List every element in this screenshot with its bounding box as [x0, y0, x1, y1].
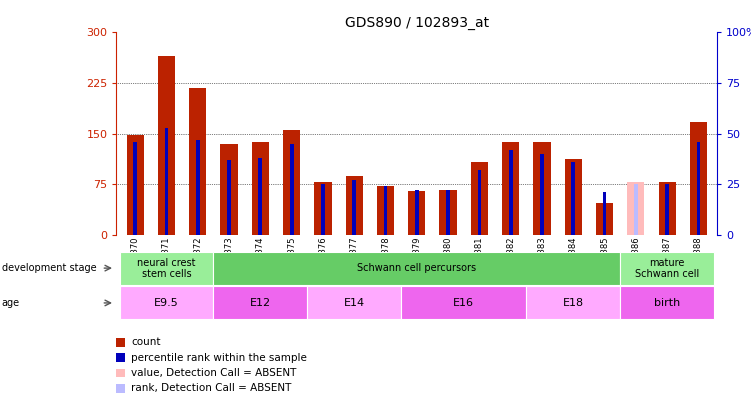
Bar — [134, 142, 137, 235]
Bar — [509, 150, 513, 235]
Bar — [439, 190, 457, 235]
Bar — [164, 128, 168, 235]
Bar — [321, 184, 325, 235]
Bar — [502, 142, 519, 235]
Bar — [603, 192, 607, 235]
Bar — [659, 182, 676, 235]
Bar — [119, 252, 213, 285]
Bar — [471, 162, 488, 235]
Bar — [384, 186, 388, 235]
Bar — [665, 184, 669, 235]
Text: E16: E16 — [454, 298, 474, 308]
Bar — [221, 144, 237, 235]
Bar — [627, 182, 644, 235]
Bar — [315, 182, 331, 235]
Bar — [446, 190, 450, 235]
Bar — [415, 190, 419, 235]
Bar — [409, 191, 425, 235]
Text: E12: E12 — [250, 298, 271, 308]
Bar — [697, 142, 701, 235]
Bar — [228, 160, 231, 235]
Bar — [307, 286, 401, 319]
Text: E9.5: E9.5 — [154, 298, 179, 308]
Text: development stage: development stage — [2, 263, 96, 273]
Bar — [213, 286, 307, 319]
Text: birth: birth — [654, 298, 680, 308]
Bar — [533, 142, 550, 235]
Bar — [690, 122, 707, 235]
Text: value, Detection Call = ABSENT: value, Detection Call = ABSENT — [131, 368, 297, 378]
Text: age: age — [2, 298, 20, 308]
Text: rank, Detection Call = ABSENT: rank, Detection Call = ABSENT — [131, 384, 292, 393]
Bar — [119, 286, 213, 319]
Bar — [377, 186, 394, 235]
Bar — [189, 88, 207, 235]
Bar — [252, 143, 269, 235]
Bar — [572, 162, 575, 235]
Bar — [127, 135, 143, 235]
Bar — [352, 180, 356, 235]
Bar — [213, 252, 620, 285]
Bar — [596, 202, 613, 235]
Bar — [258, 158, 262, 235]
Bar — [290, 144, 294, 235]
Bar — [196, 140, 200, 235]
Bar — [158, 56, 175, 235]
Title: GDS890 / 102893_at: GDS890 / 102893_at — [345, 16, 489, 30]
Text: count: count — [131, 337, 161, 347]
Text: mature
Schwann cell: mature Schwann cell — [635, 258, 699, 279]
Bar — [401, 286, 526, 319]
Text: neural crest
stem cells: neural crest stem cells — [137, 258, 196, 279]
Bar — [565, 159, 582, 235]
Bar — [283, 130, 300, 235]
Bar — [620, 286, 714, 319]
Text: percentile rank within the sample: percentile rank within the sample — [131, 353, 307, 362]
Bar — [526, 286, 620, 319]
Bar — [620, 252, 714, 285]
Bar — [478, 170, 481, 235]
Text: E18: E18 — [562, 298, 584, 308]
Text: E14: E14 — [344, 298, 365, 308]
Bar — [634, 184, 638, 235]
Bar — [540, 154, 544, 235]
Bar — [345, 175, 363, 235]
Text: Schwann cell percursors: Schwann cell percursors — [357, 263, 476, 273]
